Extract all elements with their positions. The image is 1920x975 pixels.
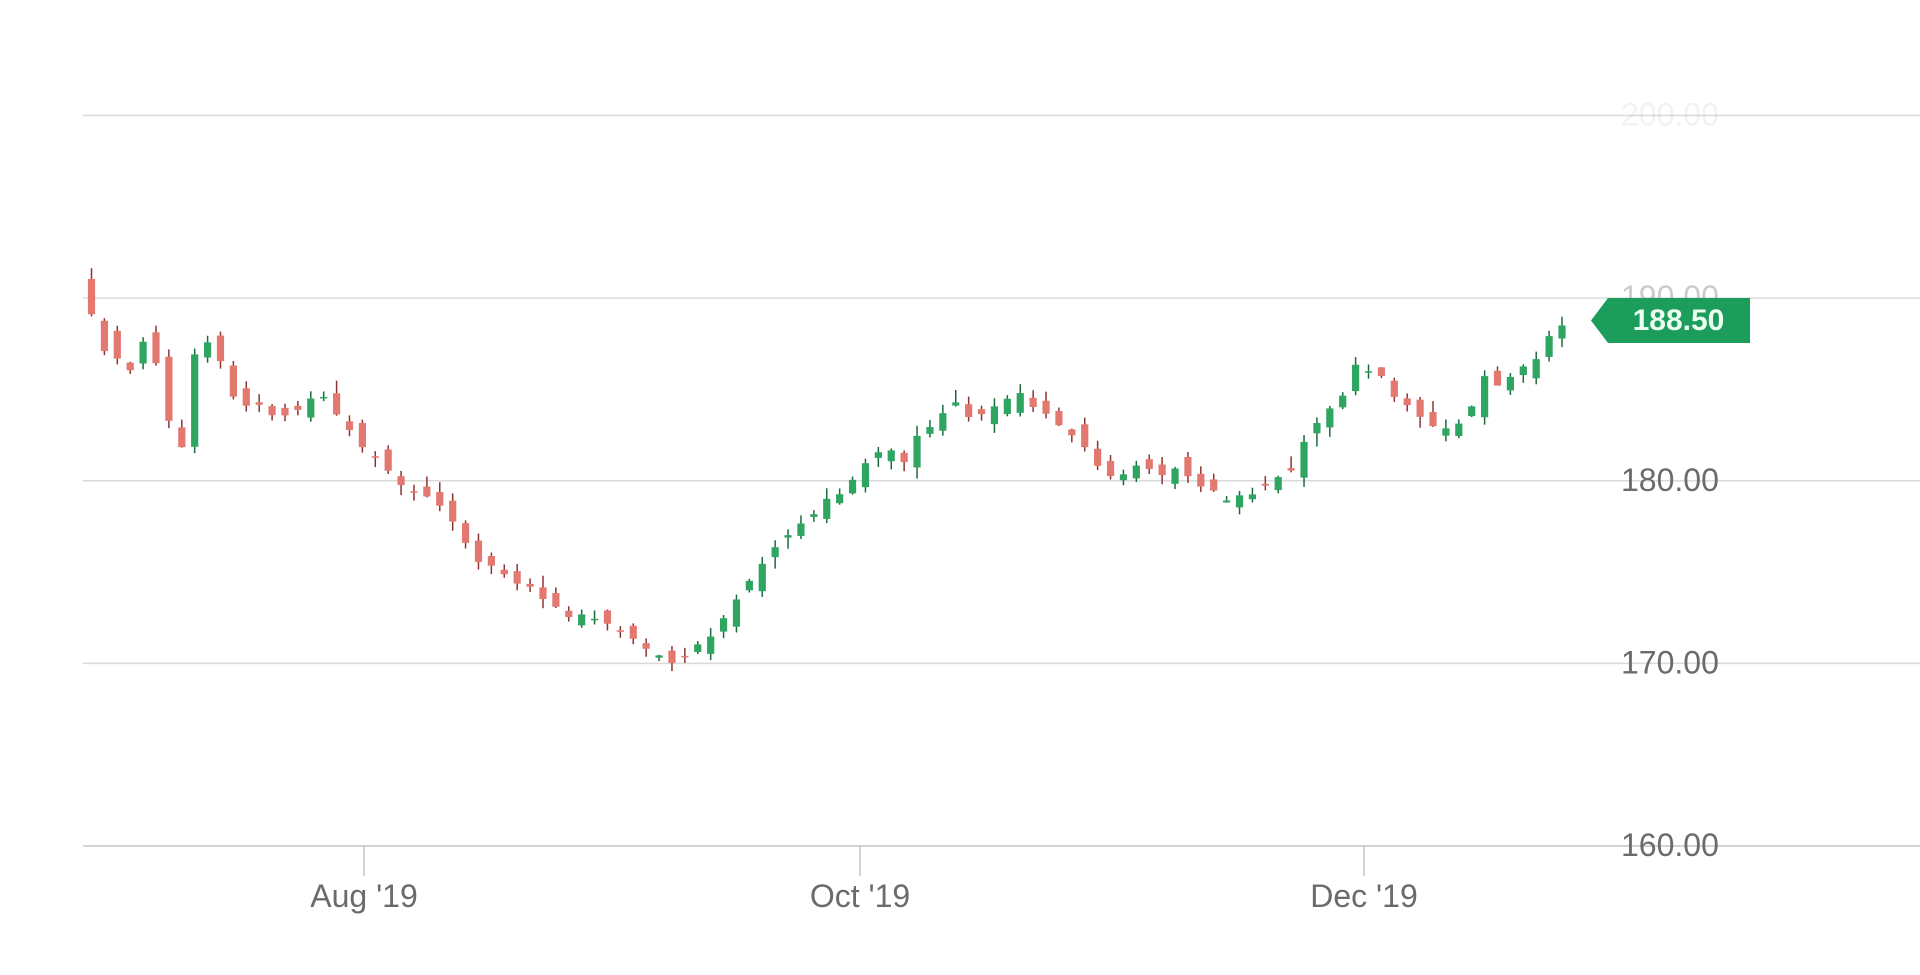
svg-text:Oct '19: Oct '19 (810, 878, 910, 914)
svg-text:Aug '19: Aug '19 (310, 878, 418, 914)
svg-text:160.00: 160.00 (1621, 827, 1719, 863)
svg-text:180.00: 180.00 (1621, 462, 1719, 498)
svg-text:Dec '19: Dec '19 (1310, 878, 1418, 914)
svg-text:200.00: 200.00 (1621, 97, 1719, 133)
svg-text:170.00: 170.00 (1621, 644, 1719, 680)
